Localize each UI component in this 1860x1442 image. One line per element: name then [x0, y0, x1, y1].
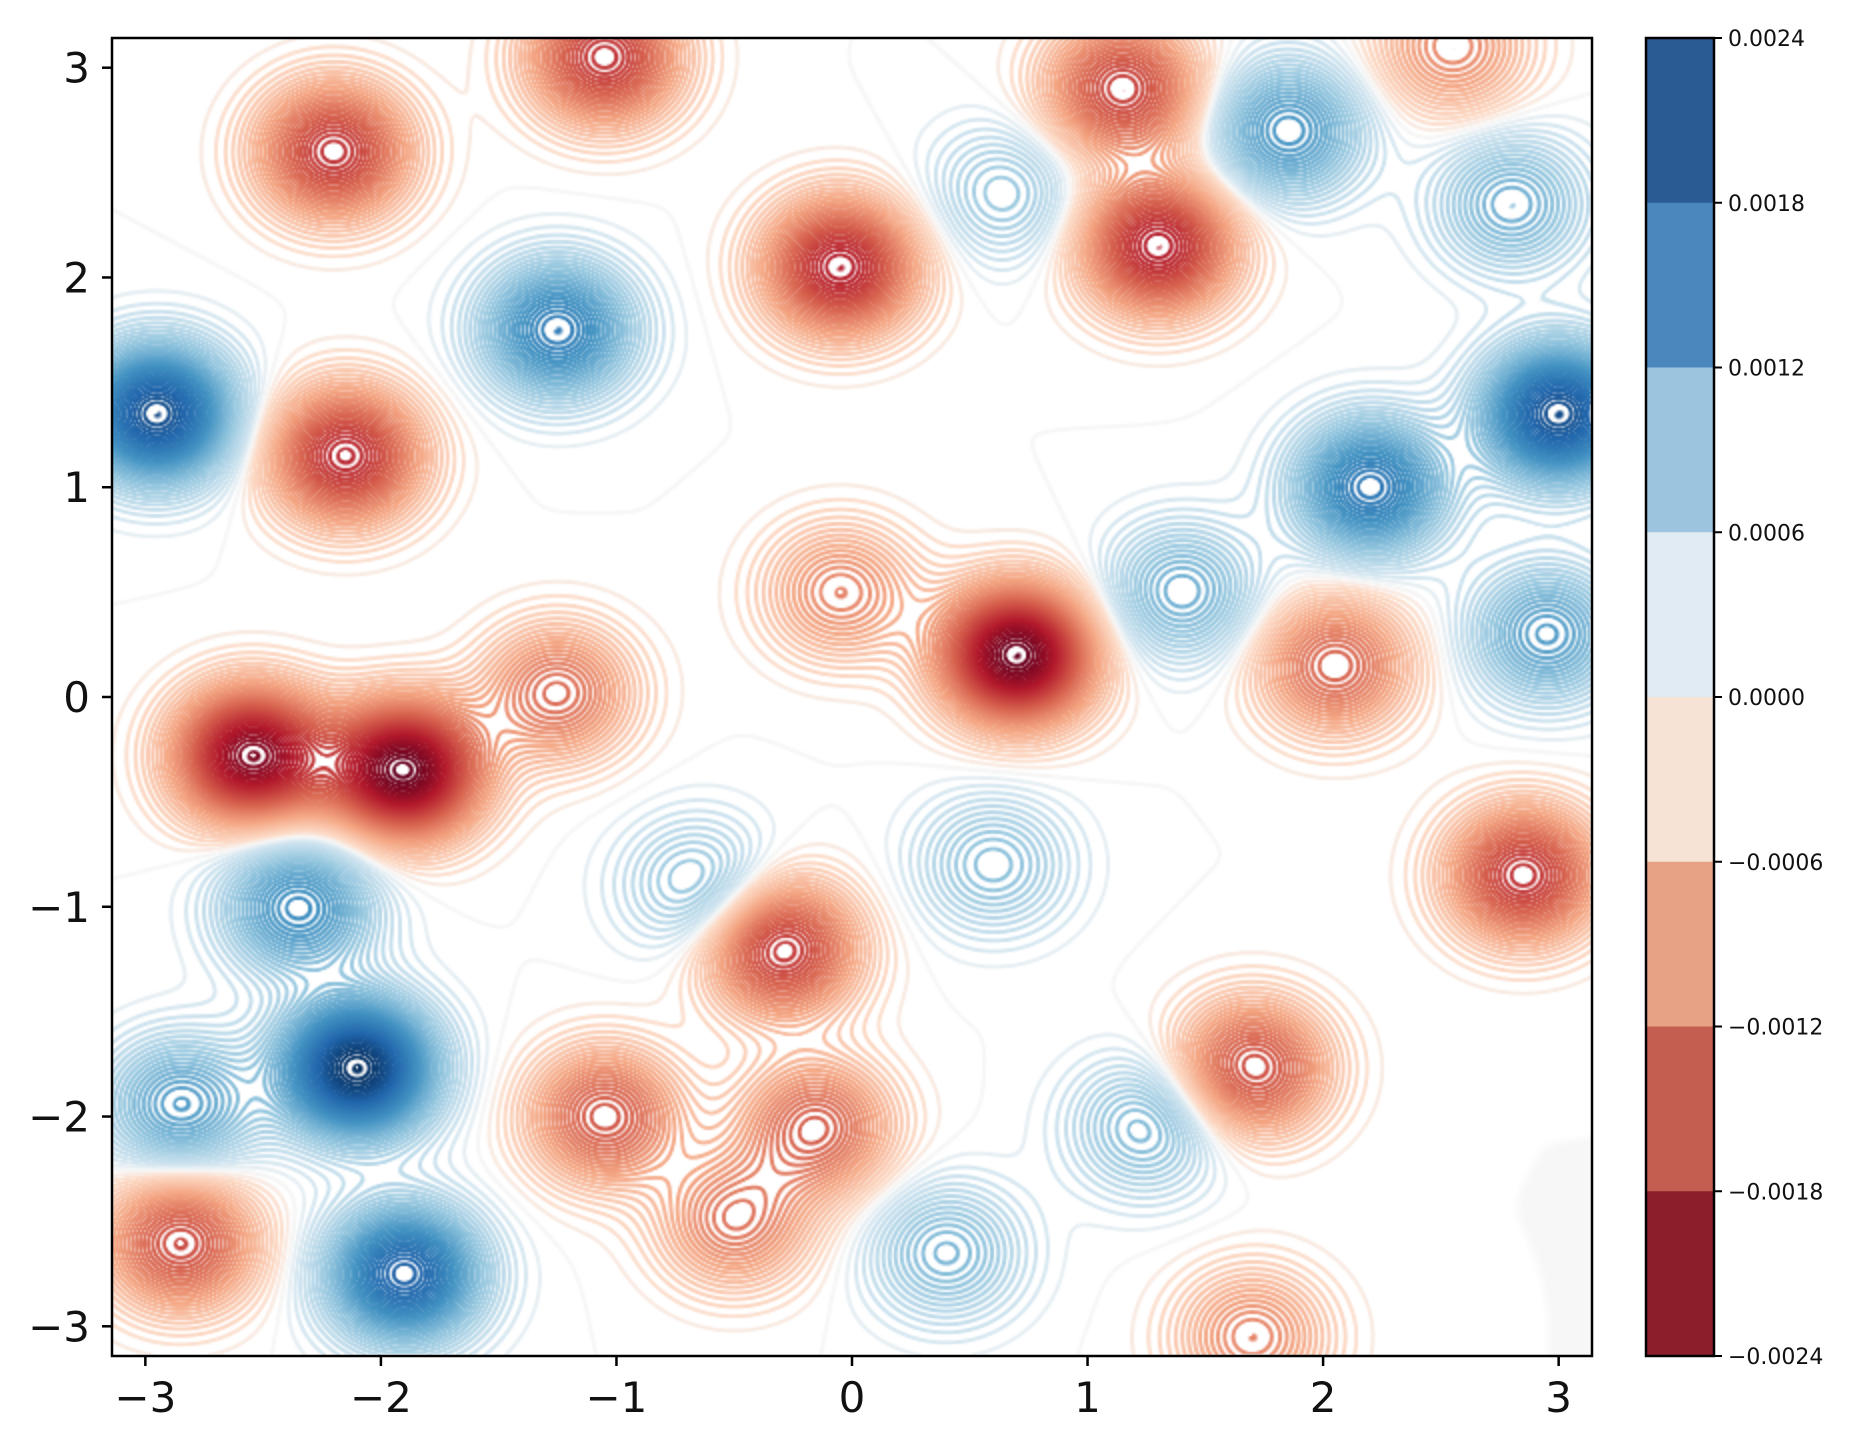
x-tick-label: 2 — [1310, 1373, 1337, 1422]
y-tick-label: 2 — [63, 253, 90, 302]
colorbar-tick-label: −0.0012 — [1728, 1016, 1823, 1041]
x-axis: −3 −2 −1 0 1 2 3 — [114, 1356, 1572, 1422]
x-tick-label: 1 — [1074, 1373, 1101, 1422]
colorbar-band — [1646, 1191, 1714, 1357]
colorbar-band — [1646, 861, 1714, 1027]
colorbar-tick-label: −0.0006 — [1728, 851, 1823, 876]
colorbar-tick-label: 0.0018 — [1728, 192, 1805, 217]
contour-field-image — [112, 38, 1592, 1356]
colorbar-bands — [1646, 38, 1714, 1357]
x-tick-label: −3 — [114, 1373, 176, 1422]
colorbar-band — [1646, 697, 1714, 863]
colorbar-tick-label: −0.0024 — [1728, 1345, 1823, 1370]
colorbar-tick-label: 0.0024 — [1728, 27, 1805, 52]
y-tick-label: 0 — [63, 673, 90, 722]
colorbar-tick-label: 0.0012 — [1728, 357, 1805, 382]
x-tick-label: −2 — [350, 1373, 412, 1422]
colorbar-tick-label: 0.0000 — [1728, 686, 1805, 711]
y-tick-label: −3 — [28, 1302, 90, 1351]
x-tick-label: −1 — [585, 1373, 647, 1422]
colorbar-tick-label: −0.0018 — [1728, 1180, 1823, 1205]
colorbar-band — [1646, 38, 1714, 204]
x-tick-label: 3 — [1545, 1373, 1572, 1422]
colorbar-tick-label: 0.0006 — [1728, 521, 1805, 546]
colorbar-band — [1646, 1026, 1714, 1192]
y-tick-label: 1 — [63, 463, 90, 512]
y-tick-label: −2 — [28, 1093, 90, 1142]
colorbar-band — [1646, 367, 1714, 533]
y-axis: 3 2 1 0 −1 −2 −3 — [28, 44, 112, 1351]
plot-area — [110, 36, 1594, 1358]
x-tick-label: 0 — [839, 1373, 866, 1422]
y-tick-label: −1 — [28, 883, 90, 932]
colorbar-band — [1646, 532, 1714, 698]
y-tick-label: 3 — [63, 44, 90, 93]
colorbar-ticks: 0.0024 0.0018 0.0012 0.0006 0.0000 −0.0006 −0.… — [1714, 27, 1823, 1370]
colorbar-band — [1646, 202, 1714, 368]
colorbar: 0.0024 0.0018 0.0012 0.0006 0.0000 −0.0006 −0.… — [1644, 27, 1823, 1370]
